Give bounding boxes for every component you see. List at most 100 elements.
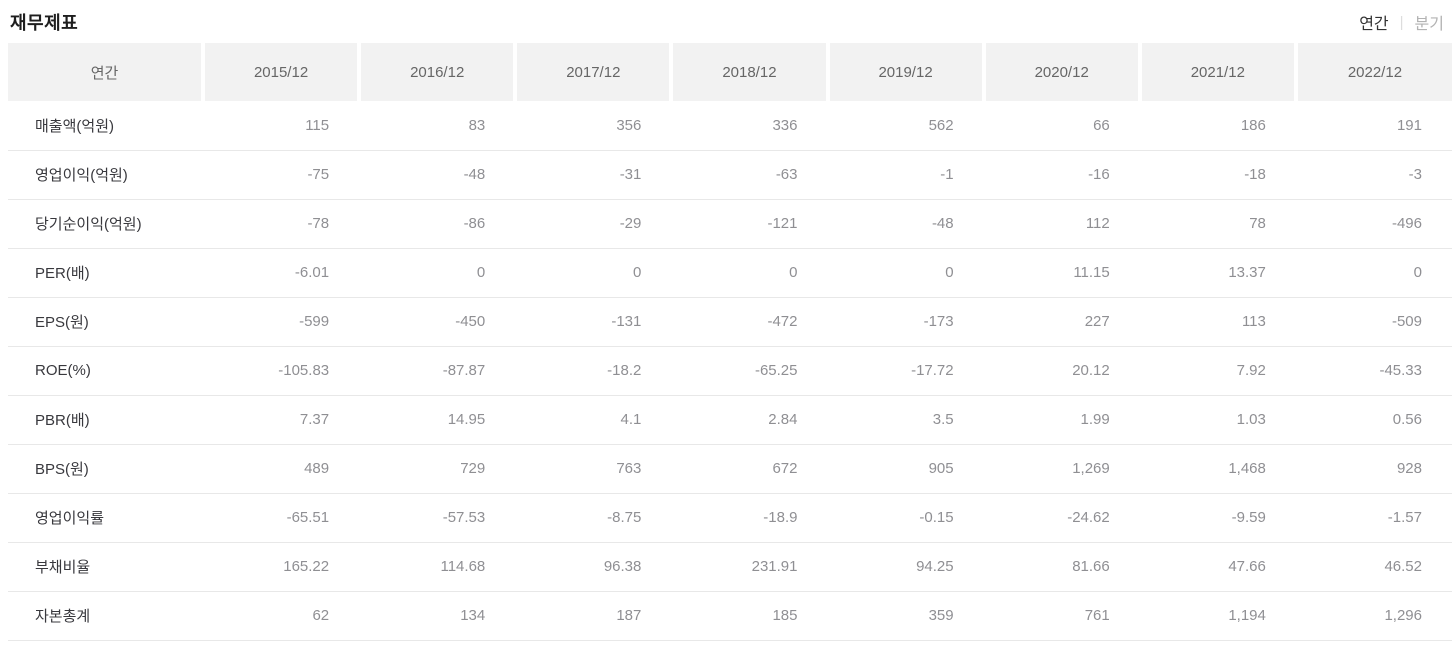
table-cell: -18.9 bbox=[671, 493, 828, 543]
table-cell: 1.99 bbox=[983, 395, 1140, 445]
column-header-year: 2021/12 bbox=[1137, 43, 1296, 101]
table-cell: 336 bbox=[671, 101, 828, 151]
table-cell: -173 bbox=[827, 297, 984, 347]
table-cell: 1.03 bbox=[1139, 395, 1296, 445]
table-cell: -63 bbox=[671, 150, 828, 200]
table-cell: 928 bbox=[1295, 444, 1452, 494]
toggle-quarterly[interactable]: 분기 bbox=[1414, 16, 1444, 33]
table-cell: -87.87 bbox=[359, 346, 516, 396]
column-header-year: 2020/12 bbox=[981, 43, 1140, 101]
table-cell: -24.62 bbox=[983, 493, 1140, 543]
table-cell: 13.37 bbox=[1139, 248, 1296, 298]
header-row: 연간 2015/12 2016/12 2017/12 2018/12 2019/12 202… bbox=[8, 43, 1452, 101]
table-cell: 20.12 bbox=[983, 346, 1140, 396]
table-cell: 14.95 bbox=[359, 395, 516, 445]
row-label: 당기순이익(억원) bbox=[8, 199, 203, 249]
table-cell: -496 bbox=[1295, 199, 1452, 249]
table-cell: 489 bbox=[203, 444, 360, 494]
table-cell: -3 bbox=[1295, 150, 1452, 200]
column-header-year: 2016/12 bbox=[357, 43, 516, 101]
table-row: PER(배) -6.01 0 0 0 0 11.15 13.37 0 bbox=[8, 248, 1452, 298]
table-cell: 4.1 bbox=[515, 395, 672, 445]
top-bar: 재무제표 연간 | 분기 bbox=[0, 0, 1452, 36]
table-cell: 0 bbox=[827, 248, 984, 298]
table-cell: -18.2 bbox=[515, 346, 672, 396]
table-cell: 187 bbox=[515, 591, 672, 641]
table-cell: -48 bbox=[359, 150, 516, 200]
table-row: 자본총계 62 134 187 185 359 761 1,194 1,296 bbox=[8, 591, 1452, 641]
financial-table: 연간 2015/12 2016/12 2017/12 2018/12 2019/12 202… bbox=[8, 43, 1452, 641]
table-cell: 62 bbox=[203, 591, 360, 641]
table-cell: 66 bbox=[983, 101, 1140, 151]
table-cell: 231.91 bbox=[671, 542, 828, 592]
table-cell: -57.53 bbox=[359, 493, 516, 543]
table-cell: 761 bbox=[983, 591, 1140, 641]
table-row: 부채비율 165.22 114.68 96.38 231.91 94.25 81.66 47.… bbox=[8, 542, 1452, 592]
table-cell: 134 bbox=[359, 591, 516, 641]
table-cell: -16 bbox=[983, 150, 1140, 200]
table-cell: -17.72 bbox=[827, 346, 984, 396]
toggle-divider: | bbox=[1399, 13, 1404, 31]
table-cell: -65.51 bbox=[203, 493, 360, 543]
toggle-annual[interactable]: 연간 bbox=[1359, 16, 1389, 33]
table-cell: -472 bbox=[671, 297, 828, 347]
table-cell: -65.25 bbox=[671, 346, 828, 396]
table-cell: 1,468 bbox=[1139, 444, 1296, 494]
table-cell: -29 bbox=[515, 199, 672, 249]
table-cell: -121 bbox=[671, 199, 828, 249]
table-cell: -86 bbox=[359, 199, 516, 249]
table-cell: 3.5 bbox=[827, 395, 984, 445]
table-cell: 7.92 bbox=[1139, 346, 1296, 396]
table-cell: 0 bbox=[1295, 248, 1452, 298]
table-cell: -509 bbox=[1295, 297, 1452, 347]
table-row: 매출액(억원) 115 83 356 336 562 66 186 191 bbox=[8, 101, 1452, 151]
row-label: EPS(원) bbox=[8, 297, 203, 347]
row-label: ROE(%) bbox=[8, 346, 203, 396]
table-cell: 96.38 bbox=[515, 542, 672, 592]
column-header-year: 2015/12 bbox=[200, 43, 360, 101]
row-label: PBR(배) bbox=[8, 395, 203, 445]
table-cell: -75 bbox=[203, 150, 360, 200]
table-cell: 227 bbox=[983, 297, 1140, 347]
table-cell: -105.83 bbox=[203, 346, 360, 396]
table-cell: 11.15 bbox=[983, 248, 1140, 298]
table-cell: 81.66 bbox=[983, 542, 1140, 592]
table-cell: 359 bbox=[827, 591, 984, 641]
table-row: 영업이익률 -65.51 -57.53 -8.75 -18.9 -0.15 -24.62 -9… bbox=[8, 493, 1452, 543]
table-cell: 114.68 bbox=[359, 542, 516, 592]
table-cell: 905 bbox=[827, 444, 984, 494]
row-label: BPS(원) bbox=[8, 444, 203, 494]
row-label: 부채비율 bbox=[8, 542, 203, 592]
table-cell: 2.84 bbox=[671, 395, 828, 445]
table-cell: 0 bbox=[515, 248, 672, 298]
column-header-year: 2022/12 bbox=[1293, 43, 1452, 101]
table-cell: 185 bbox=[671, 591, 828, 641]
table-cell: -131 bbox=[515, 297, 672, 347]
table-row: EPS(원) -599 -450 -131 -472 -173 227 113 -509 bbox=[8, 297, 1452, 347]
row-label: PER(배) bbox=[8, 248, 203, 298]
table-cell: 7.37 bbox=[203, 395, 360, 445]
table-cell: 113 bbox=[1139, 297, 1296, 347]
table-cell: -599 bbox=[203, 297, 360, 347]
table-cell: -9.59 bbox=[1139, 493, 1296, 543]
table-cell: 672 bbox=[671, 444, 828, 494]
table-cell: -8.75 bbox=[515, 493, 672, 543]
table-cell: -1.57 bbox=[1295, 493, 1452, 543]
table-cell: 0.56 bbox=[1295, 395, 1452, 445]
table-cell: 83 bbox=[359, 101, 516, 151]
table-cell: 165.22 bbox=[203, 542, 360, 592]
table-cell: 356 bbox=[515, 101, 672, 151]
table-cell: 78 bbox=[1139, 199, 1296, 249]
table-cell: 191 bbox=[1295, 101, 1452, 151]
column-header-year: 2017/12 bbox=[513, 43, 672, 101]
column-header-period: 연간 bbox=[8, 43, 203, 101]
table-cell: 1,269 bbox=[983, 444, 1140, 494]
row-label: 영업이익률 bbox=[8, 493, 203, 543]
table-cell: 112 bbox=[983, 199, 1140, 249]
table-cell: -45.33 bbox=[1295, 346, 1452, 396]
table-cell: -1 bbox=[827, 150, 984, 200]
table-cell: -18 bbox=[1139, 150, 1296, 200]
table-header-row: 연간 2015/12 2016/12 2017/12 2018/12 2019/12 202… bbox=[8, 43, 1452, 101]
row-label: 매출액(억원) bbox=[8, 101, 203, 151]
table-cell: 562 bbox=[827, 101, 984, 151]
